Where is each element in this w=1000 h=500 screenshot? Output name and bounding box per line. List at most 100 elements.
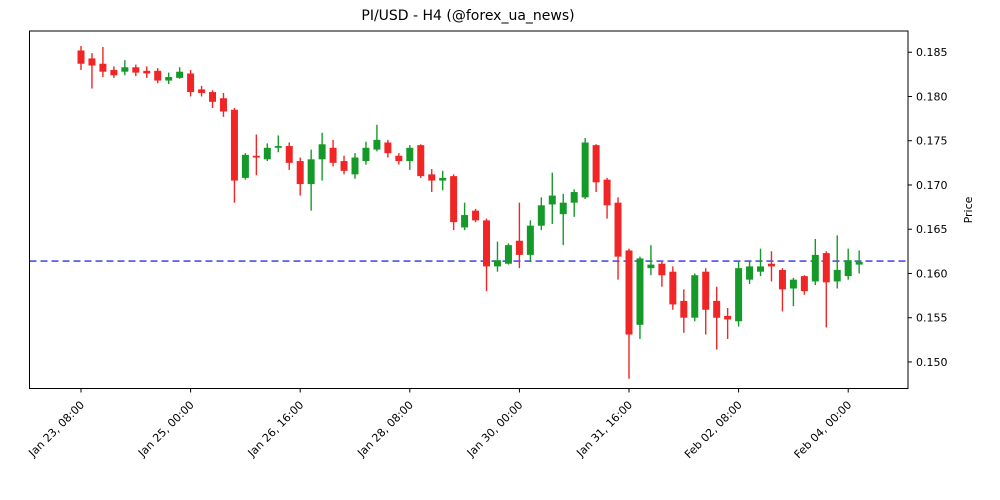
plot-frame: [29, 30, 909, 389]
candle: [483, 218, 491, 292]
x-tick-label: Jan 25, 00:00: [135, 398, 197, 460]
candle-body: [778, 269, 786, 290]
candle: [362, 141, 370, 165]
candle-body: [88, 58, 96, 66]
candle: [241, 153, 249, 180]
candle-body: [439, 177, 447, 181]
candle-body: [77, 50, 85, 64]
candle-body: [669, 271, 677, 305]
candle: [329, 139, 337, 167]
candle: [691, 273, 699, 322]
candle-body: [428, 174, 436, 181]
y-tick-label: 0.160: [916, 267, 948, 280]
candle: [680, 289, 688, 333]
candle-body: [724, 315, 732, 320]
candle-body: [219, 98, 227, 112]
candle-body: [680, 300, 688, 318]
candle: [559, 193, 567, 246]
candle: [724, 307, 732, 339]
candle: [614, 197, 622, 280]
candle: [274, 135, 282, 153]
candle: [285, 142, 293, 170]
candle-body: [592, 145, 600, 183]
candle: [209, 90, 217, 108]
candle-body: [702, 271, 710, 310]
candle: [669, 266, 677, 310]
candle: [450, 174, 458, 231]
candle: [537, 197, 545, 231]
candle-body: [844, 260, 852, 277]
candle-body: [384, 142, 392, 154]
candle-body: [143, 70, 151, 74]
candle-body: [230, 109, 238, 181]
y-tick-label: 0.170: [916, 179, 948, 192]
candle-body: [241, 154, 249, 178]
candle: [406, 145, 414, 170]
candle: [143, 66, 151, 78]
candle: [778, 268, 786, 312]
candle: [592, 144, 600, 193]
y-tick-label: 0.180: [916, 90, 948, 103]
candle-body: [329, 147, 337, 163]
y-tick-label: 0.155: [916, 312, 948, 325]
candle-body: [285, 146, 293, 163]
candle: [165, 72, 173, 85]
candle: [647, 245, 655, 276]
candle: [307, 149, 315, 211]
candle-body: [176, 71, 184, 78]
candle: [789, 277, 797, 307]
candle-body: [154, 70, 162, 81]
candle-body: [746, 266, 754, 280]
candle-body: [417, 145, 425, 177]
candle-body: [526, 225, 534, 255]
candle: [746, 260, 754, 285]
candle-body: [351, 157, 359, 175]
candle: [77, 46, 85, 70]
candle: [855, 250, 863, 274]
candle-body: [614, 202, 622, 257]
x-tick-label: Jan 28, 08:00: [354, 398, 416, 460]
candle: [121, 60, 129, 76]
candle-body: [833, 269, 841, 282]
candle: [110, 66, 118, 78]
candle: [439, 170, 447, 191]
candle: [395, 153, 403, 165]
candle-body: [373, 139, 381, 150]
candle-body: [822, 253, 830, 283]
candle: [757, 248, 765, 277]
candle-body: [252, 155, 260, 158]
x-axis-ticks: Jan 23, 08:00 Jan 25, 00:00 Jan 26, 16:00 J…: [25, 388, 854, 461]
candle: [658, 261, 666, 287]
candle-body: [263, 147, 271, 160]
candle-body: [789, 279, 797, 289]
candle: [713, 286, 721, 350]
candle: [176, 67, 184, 79]
candle-body: [121, 67, 129, 72]
y-tick-label: 0.165: [916, 223, 948, 236]
candle: [844, 248, 852, 280]
candle: [526, 220, 534, 262]
candle: [230, 107, 238, 203]
x-tick-label: Feb 02, 08:00: [682, 398, 745, 461]
candle-body: [625, 250, 633, 335]
candle-body: [296, 161, 304, 185]
candle: [296, 157, 304, 196]
candle: [570, 189, 578, 217]
candle: [252, 134, 260, 176]
candle-body: [187, 73, 195, 93]
candle: [493, 241, 501, 272]
candle-body: [362, 147, 370, 162]
candle-body: [559, 202, 567, 215]
candle-body: [735, 268, 743, 322]
candle: [800, 275, 808, 295]
candle-body: [800, 276, 808, 292]
x-tick-label: Jan 31, 16:00: [573, 398, 635, 460]
candle-body: [406, 147, 414, 162]
candle-body: [636, 258, 644, 325]
y-axis-ticks: 0.185 0.180 0.175 0.170 0.165 0.160 0.155 0.150: [908, 46, 948, 369]
candle-body: [811, 254, 819, 282]
candle-body: [395, 155, 403, 162]
candle: [735, 261, 743, 327]
candle-body: [198, 89, 206, 93]
